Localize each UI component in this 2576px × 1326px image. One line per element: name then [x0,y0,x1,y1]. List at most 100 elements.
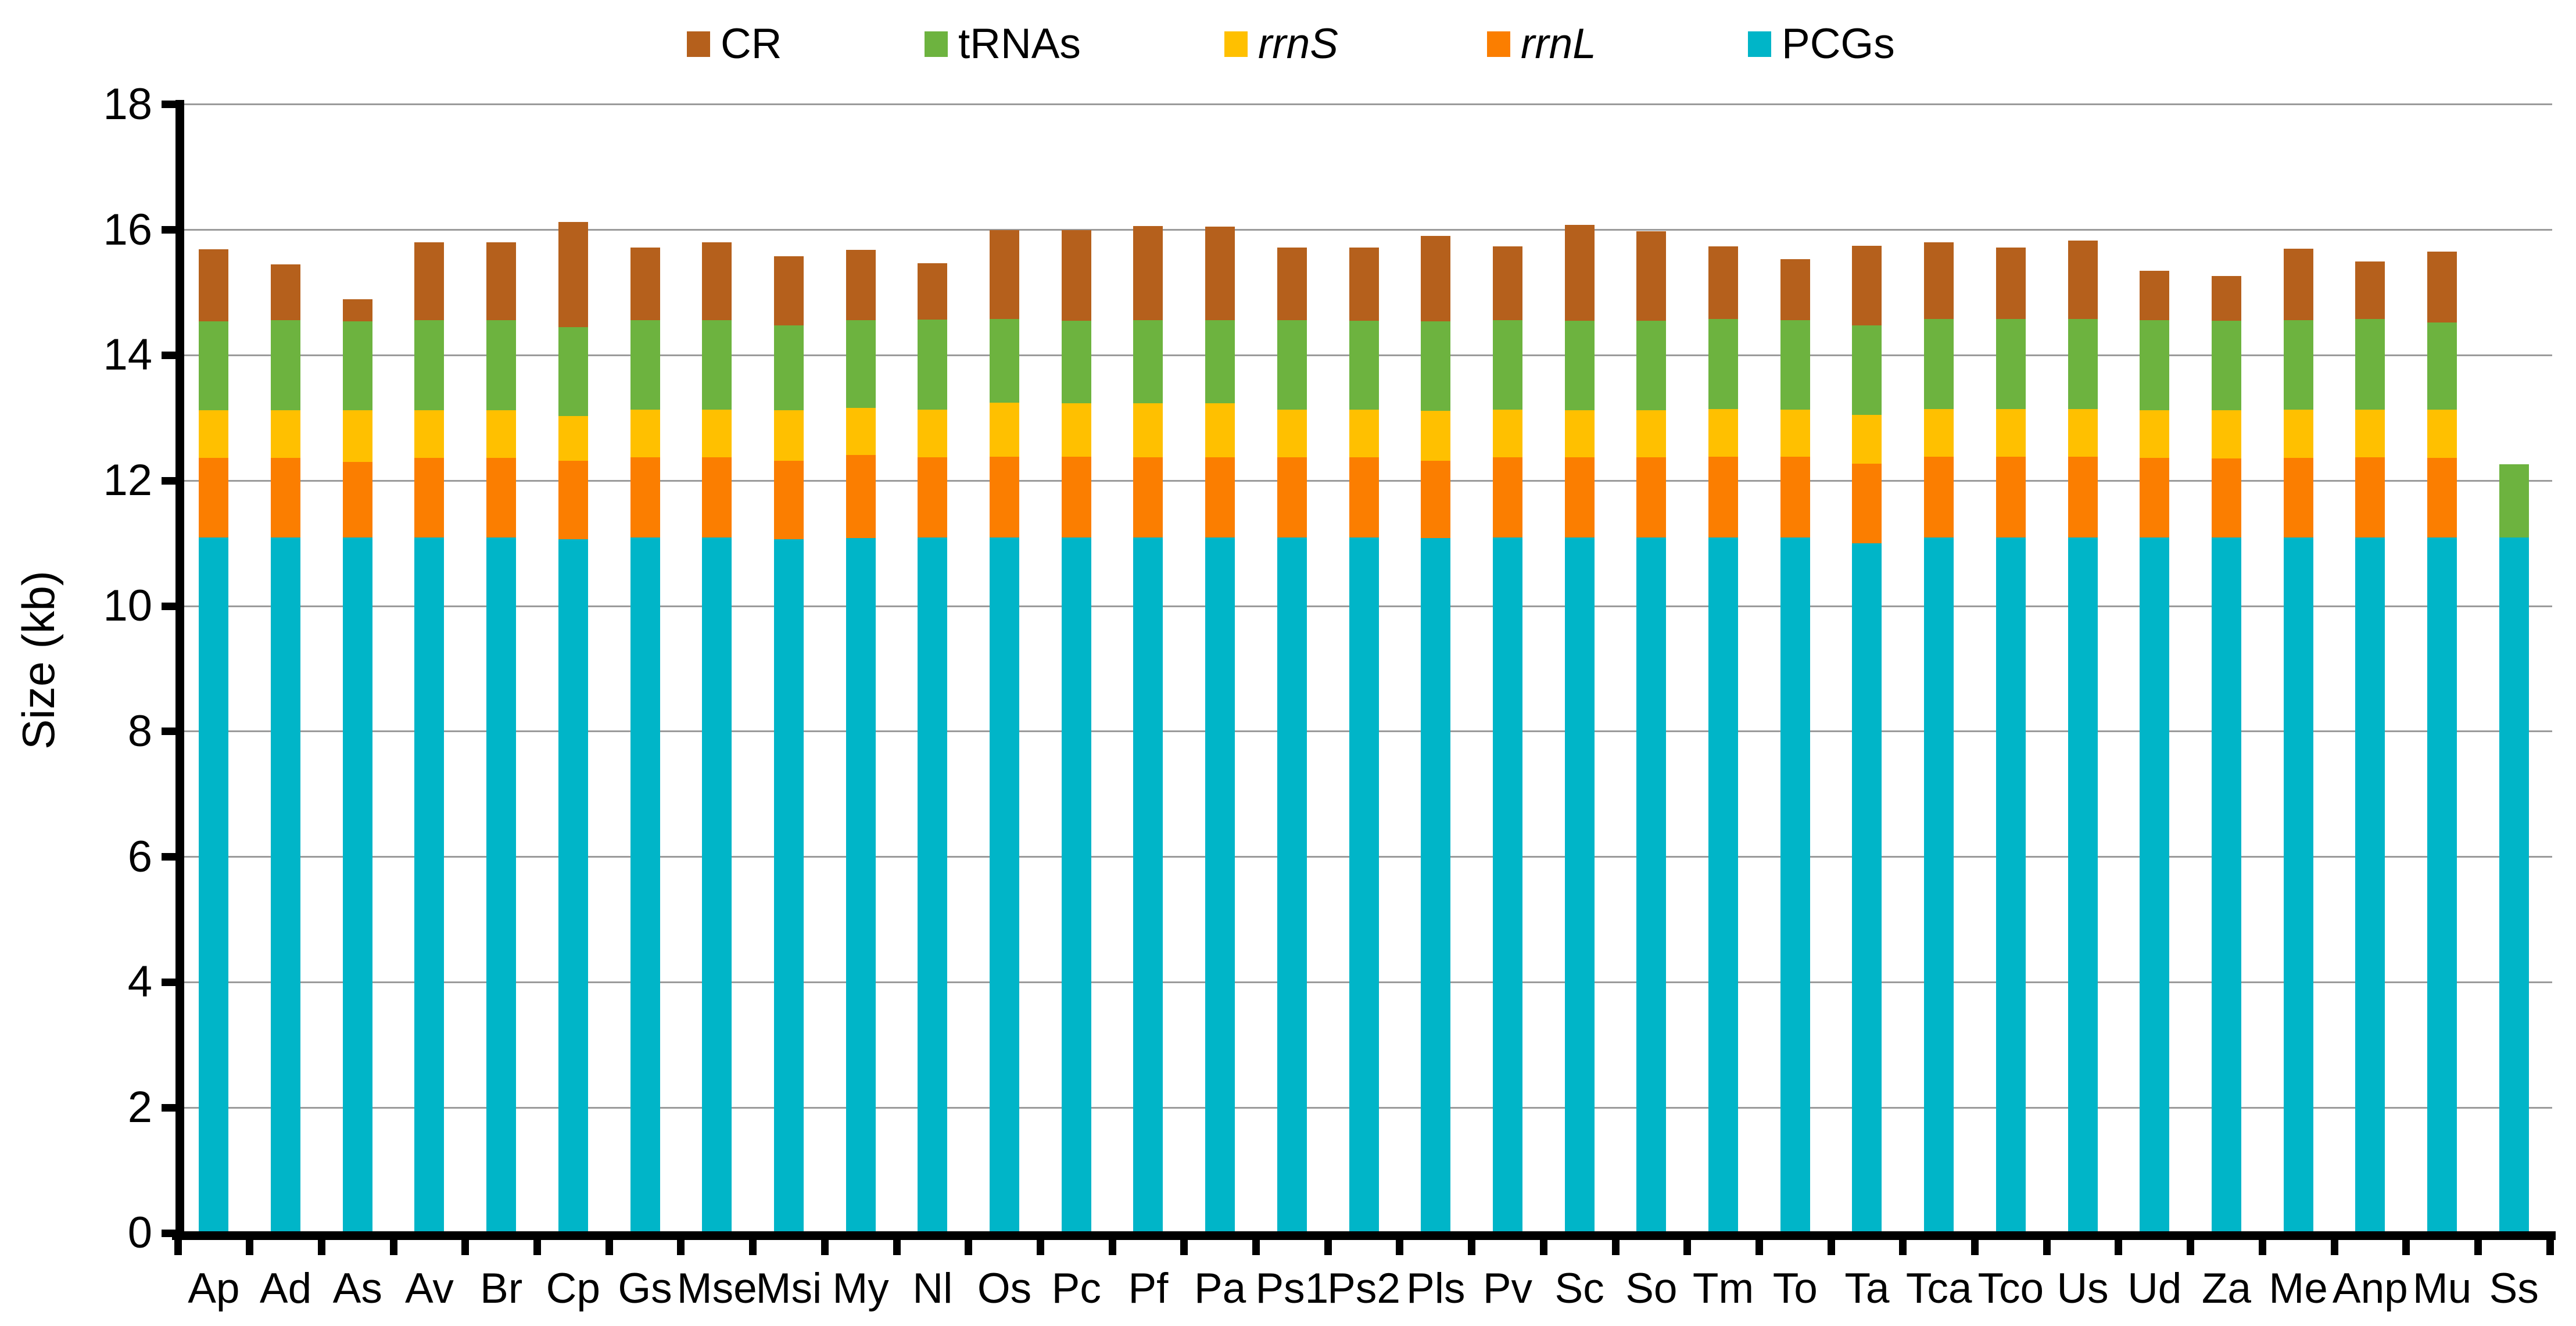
bar-Os [990,230,1020,1233]
bar-segment-rrnl-Tca [1924,457,1954,538]
bar-segment-rrns-Me [2283,410,2313,458]
x-axis-label-Tco: Tco [1977,1265,2044,1312]
bar-segment-trnas-Ap [199,321,229,411]
bar-segment-pcgs-Nl [918,537,948,1233]
bar-segment-cr-Ad [271,264,301,320]
x-axis-tick-30 [2330,1240,2338,1255]
bar-segment-cr-Pls [1421,236,1451,322]
bar-Ud [2140,270,2170,1233]
bar-segment-rrnl-Tco [1995,457,2026,538]
bar-segment-trnas-Pf [1133,320,1163,404]
bar-segment-cr-Ta [1852,245,1882,325]
bar-segment-pcgs-My [845,538,876,1233]
bar-segment-trnas-To [1780,320,1810,410]
x-axis-label-Mse: Mse [676,1265,757,1312]
x-axis-label-Ud: Ud [2127,1265,2182,1312]
x-axis-label-Cp: Cp [546,1265,600,1312]
bar-segment-rrns-Ps2 [1349,410,1379,458]
bar-segment-trnas-Me [2283,320,2313,410]
bar-segment-rrnl-Ps2 [1349,457,1379,538]
bar-Ta [1852,245,1882,1233]
x-axis-tick-28 [2187,1240,2195,1255]
x-axis-label-Tm: Tm [1692,1265,1754,1312]
bar-segment-rrns-My [845,408,876,455]
legend-label-pcgs: PCGs [1782,20,1895,67]
bar-Pls [1421,236,1451,1233]
bar-segment-pcgs-So [1636,537,1667,1233]
bar-segment-rrnl-Ps1 [1277,457,1307,538]
bar-segment-pcgs-Ad [271,537,301,1233]
x-axis-label-Sc: Sc [1554,1265,1604,1312]
x-axis-label-Br: Br [480,1265,523,1312]
bar-segment-cr-Br [486,242,517,320]
bar-segment-rrns-Ad [271,410,301,458]
bar-segment-rrnl-Ta [1852,464,1882,544]
trnas-color-swatch [925,31,948,57]
bar-Me [2283,248,2313,1233]
x-axis-tick-20 [1611,1240,1620,1255]
bar-segment-cr-Ps2 [1349,247,1379,321]
x-axis-label-Ss: Ss [2489,1265,2539,1312]
y-axis-tick-8 [162,727,177,736]
bar-segment-pcgs-Ud [2140,537,2170,1233]
bar-segment-rrnl-Ad [271,458,301,538]
bar-Ad [271,264,301,1233]
y-axis-tick-label-6: 6 [127,832,152,881]
bar-segment-trnas-Msi [773,325,804,411]
y-axis-tick-18 [162,101,177,109]
y-axis-tick-0 [162,1229,177,1237]
x-axis-tick-31 [2402,1240,2410,1255]
bar-segment-trnas-Tco [1995,318,2026,410]
x-axis-label-Pv: Pv [1482,1265,1533,1312]
x-axis-line [172,1231,2556,1240]
bar-segment-trnas-Pa [1205,320,1235,404]
x-axis-tick-16 [1324,1240,1332,1255]
x-axis-tick-8 [749,1240,757,1255]
bar-segment-rrnl-Pa [1205,457,1235,538]
bar-segment-cr-Pa [1205,227,1235,320]
bar-segment-pcgs-Ss [2499,537,2529,1233]
x-axis-label-So: So [1625,1265,1678,1312]
bar-Nl [918,263,948,1233]
bar-segment-rrnl-Pv [1492,457,1522,538]
bar-segment-rrns-Pc [1061,403,1091,457]
bar-segment-cr-Sc [1564,224,1595,321]
bar-segment-rrns-Mu [2427,410,2457,458]
bar-segment-pcgs-Ps2 [1349,537,1379,1233]
x-axis-tick-26 [2043,1240,2051,1255]
bar-segment-rrnl-Me [2283,458,2313,538]
bar-segment-trnas-Mse [702,320,732,410]
bar-Anp [2355,261,2385,1233]
bar-segment-rrns-Pv [1492,410,1522,458]
bar-Ss [2499,464,2529,1233]
bar-Tco [1995,247,2026,1233]
bar-segment-trnas-Pc [1061,321,1091,404]
bar-segment-trnas-Nl [918,319,948,410]
bar-segment-cr-To [1780,259,1810,320]
y-axis-tick-label-2: 2 [127,1083,152,1133]
bar-segment-cr-Msi [773,256,804,325]
bar-segment-trnas-Gs [630,320,660,410]
bar-Mu [2427,252,2457,1233]
y-axis-tick-14 [162,351,177,359]
bar-segment-rrns-Ps1 [1277,410,1307,458]
y-axis-line [175,100,184,1240]
bar-segment-rrns-Gs [630,410,660,458]
bar-Pf [1133,226,1163,1233]
y-axis-tick-label-16: 16 [103,205,152,255]
bar-segment-rrns-Av [414,410,445,458]
bar-segment-rrnl-Br [486,458,517,538]
bar-segment-trnas-Br [486,320,517,411]
bar-segment-trnas-Tca [1924,318,1954,410]
x-axis-label-Ps1: Ps1 [1255,1265,1329,1312]
x-axis-tick-19 [1539,1240,1547,1255]
gridline-16 [180,229,2552,231]
x-axis-tick-32 [2474,1240,2482,1255]
legend-label-rrns: rrnS [1258,20,1338,67]
bar-Gs [630,247,660,1233]
legend-label-rrnl: rrnL [1521,20,1596,67]
gridline-18 [180,103,2552,106]
bar-segment-cr-Tca [1924,242,1954,319]
bar-segment-rrns-Pls [1421,411,1451,461]
bar-segment-pcgs-Tco [1995,537,2026,1233]
